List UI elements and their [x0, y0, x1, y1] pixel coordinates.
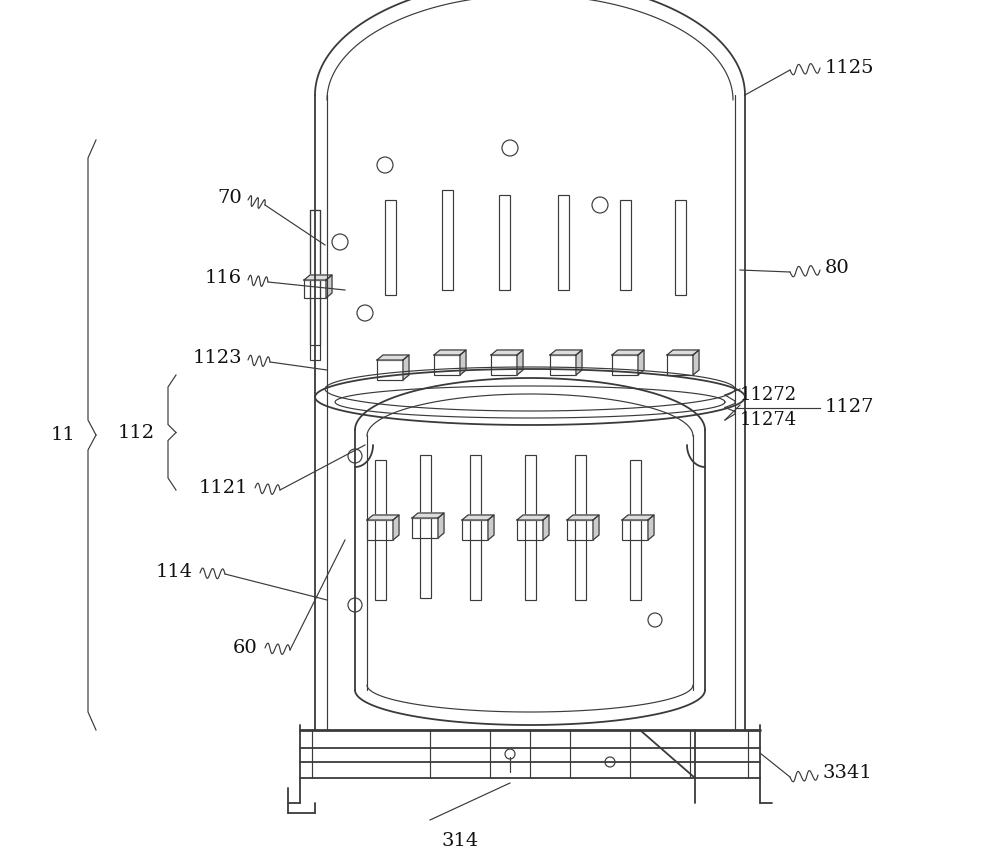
Polygon shape — [517, 350, 523, 375]
Text: 1123: 1123 — [192, 349, 242, 367]
Bar — [558, 195, 568, 290]
Text: 114: 114 — [156, 563, 193, 581]
Text: 11: 11 — [50, 426, 75, 444]
Polygon shape — [612, 350, 644, 355]
Bar — [462, 520, 488, 540]
Polygon shape — [693, 350, 699, 375]
Bar — [674, 200, 686, 295]
Bar — [420, 455, 430, 598]
Text: 1121: 1121 — [198, 479, 248, 497]
Bar — [630, 460, 640, 600]
Text: 1127: 1127 — [825, 399, 874, 416]
Polygon shape — [403, 355, 409, 380]
Bar — [620, 200, 631, 290]
Text: 1125: 1125 — [825, 59, 874, 77]
Polygon shape — [517, 515, 549, 520]
Text: 60: 60 — [233, 639, 258, 657]
Polygon shape — [488, 515, 494, 540]
Bar — [612, 355, 638, 375]
Bar — [412, 518, 438, 538]
Text: 80: 80 — [825, 259, 850, 277]
Bar — [498, 195, 510, 290]
Text: 3341: 3341 — [822, 764, 872, 782]
Bar — [470, 455, 480, 600]
Polygon shape — [367, 515, 399, 520]
Bar — [667, 355, 693, 375]
Polygon shape — [304, 275, 332, 280]
Text: 314: 314 — [441, 832, 479, 848]
Bar — [622, 520, 648, 540]
Polygon shape — [434, 350, 466, 355]
Bar — [434, 355, 460, 375]
Bar — [310, 210, 320, 345]
Bar — [567, 520, 593, 540]
Text: 116: 116 — [205, 269, 242, 287]
Bar — [367, 520, 393, 540]
Polygon shape — [593, 515, 599, 540]
Polygon shape — [460, 350, 466, 375]
Bar — [384, 200, 396, 295]
Polygon shape — [462, 515, 494, 520]
Polygon shape — [412, 513, 444, 518]
Polygon shape — [491, 350, 523, 355]
Bar — [442, 190, 452, 290]
Bar — [574, 455, 586, 600]
Polygon shape — [638, 350, 644, 375]
Bar — [524, 455, 536, 600]
Bar — [377, 360, 403, 380]
Text: 112: 112 — [118, 423, 155, 442]
Bar — [550, 355, 576, 375]
Polygon shape — [393, 515, 399, 540]
Polygon shape — [567, 515, 599, 520]
Bar — [310, 210, 320, 360]
Bar — [517, 520, 543, 540]
Polygon shape — [543, 515, 549, 540]
Polygon shape — [667, 350, 699, 355]
Bar — [374, 460, 386, 600]
Polygon shape — [550, 350, 582, 355]
Bar — [491, 355, 517, 375]
Polygon shape — [576, 350, 582, 375]
Bar — [304, 280, 326, 298]
Polygon shape — [377, 355, 409, 360]
Text: 70: 70 — [217, 189, 242, 207]
Polygon shape — [326, 275, 332, 298]
Text: 11274: 11274 — [740, 411, 797, 429]
Text: 11272: 11272 — [740, 386, 797, 404]
Polygon shape — [438, 513, 444, 538]
Polygon shape — [648, 515, 654, 540]
Polygon shape — [622, 515, 654, 520]
